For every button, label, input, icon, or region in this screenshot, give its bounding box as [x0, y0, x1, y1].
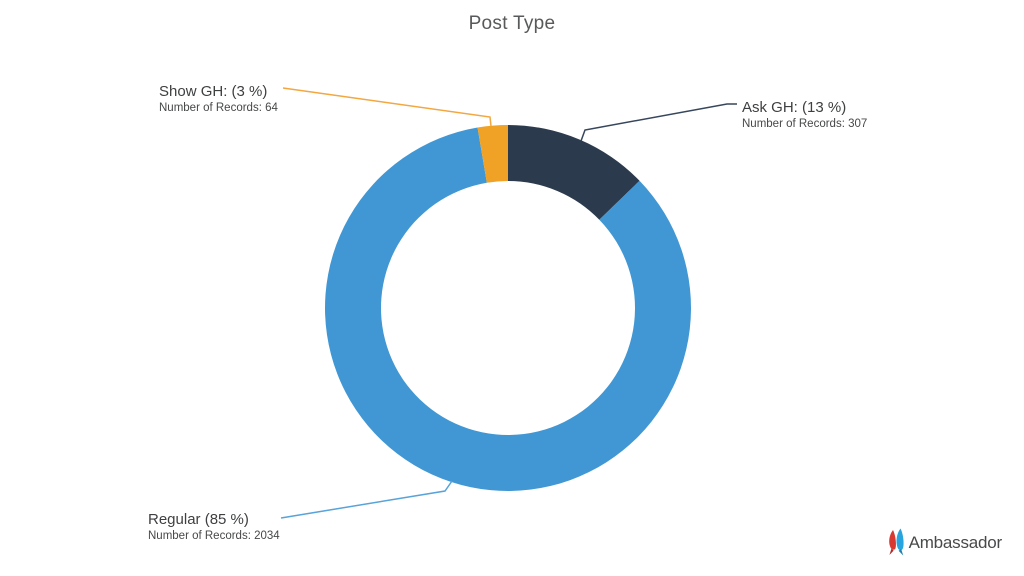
donut-slice-regular[interactable] — [325, 127, 692, 491]
donut-slice-ask-gh[interactable] — [508, 125, 640, 220]
donut-slice-show-gh[interactable] — [477, 125, 508, 183]
callout-ask-gh-label: Ask GH: (13 %) — [742, 99, 847, 116]
ambassador-logo-text: Ambassador — [908, 533, 1003, 552]
callout-regular-label: Regular (85 %) — [148, 511, 249, 528]
callout-ask-gh-records: Number of Records: 307 — [742, 118, 868, 130]
callout-regular-records: Number of Records: 2034 — [148, 530, 280, 542]
chart-title: Post Type — [468, 13, 556, 34]
callout-regular: Regular (85 %) Number of Records: 2034 — [148, 510, 280, 544]
callout-show-gh: Show GH: (3 %) Number of Records: 64 — [159, 82, 278, 116]
ambassador-logo-icon — [888, 528, 904, 556]
leader-line-regular — [280, 480, 453, 519]
callout-ask-gh: Ask GH: (13 %) Number of Records: 307 — [742, 98, 867, 132]
leader-line-ask-gh — [580, 103, 737, 142]
callout-show-gh-records: Number of Records: 64 — [159, 102, 278, 114]
ambassador-logo[interactable]: Ambassador — [886, 528, 1002, 558]
leader-line-show-gh — [282, 87, 492, 127]
callout-show-gh-label: Show GH: (3 %) — [159, 83, 268, 100]
